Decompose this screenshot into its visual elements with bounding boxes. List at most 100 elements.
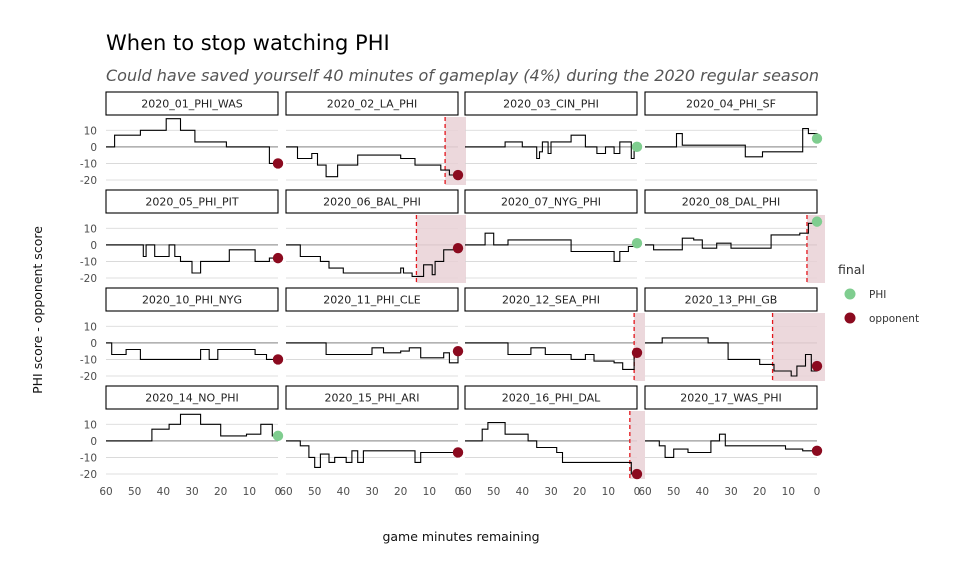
strip-label: 2020_01_PHI_WAS [141, 98, 242, 111]
y-tick-label: 10 [84, 419, 97, 431]
final-point [452, 242, 464, 254]
score-line [645, 433, 817, 458]
strip-label: 2020_07_NYG_PHI [501, 196, 601, 209]
legend-title: final [838, 262, 865, 277]
x-tick-label: 20 [753, 486, 766, 498]
strip-box [644, 385, 818, 410]
strip-label: 2020_08_DAL_PHI [682, 196, 781, 209]
x-tick-label: 50 [667, 486, 680, 498]
x-tick-label: 20 [214, 486, 227, 498]
score-line [286, 244, 459, 277]
x-tick-label: 0 [814, 486, 821, 498]
x-tick-label: 20 [394, 486, 407, 498]
score-line [465, 134, 637, 160]
x-tick-label: 40 [516, 486, 529, 498]
score-line [106, 342, 278, 360]
y-axis-title: PHI score - opponent score [30, 226, 45, 394]
score-line [645, 337, 818, 377]
x-tick-label: 50 [487, 486, 500, 498]
x-tick-label: 10 [602, 486, 615, 498]
x-axis-title: game minutes remaining [382, 529, 539, 544]
y-tick-label: 10 [84, 223, 97, 235]
facet-2020-07-nyg-phi: 2020_07_NYG_PHI [464, 189, 643, 279]
facet-2020-04-phi-sf: 2020_04_PHI_SF [644, 91, 823, 181]
score-line [106, 118, 278, 164]
strip-label: 2020_13_PHI_GB [685, 294, 778, 307]
strip-label: 2020_15_PHI_ARI [324, 392, 419, 405]
strip-label: 2020_10_PHI_NYG [142, 294, 242, 307]
x-tick-label: 10 [782, 486, 795, 498]
y-tick-label: -20 [80, 273, 97, 285]
score-line [645, 128, 818, 158]
facet-panels: 2020_01_PHI_WAS 10 0 -10 -20 2020_02_LA_PHI 20… [80, 91, 825, 498]
skip-region [634, 313, 645, 381]
score-line [465, 422, 637, 475]
final-point [272, 430, 284, 442]
x-tick-label: 0 [634, 486, 641, 498]
facet-2020-17-was-phi: 2020_17_WAS_PHI 60 50 40 30 20 10 0 [638, 385, 823, 498]
chart-title: When to stop watching PHI [106, 31, 390, 55]
facet-2020-10-phi-nyg: 2020_10_PHI_NYG 10 0 -10 -20 [80, 287, 284, 383]
facet-2020-06-bal-phi: 2020_06_BAL_PHI [285, 189, 466, 283]
score-line [106, 413, 278, 442]
final-point [452, 447, 464, 458]
x-tick-label: 60 [638, 486, 651, 498]
final-point [631, 237, 643, 249]
final-point [452, 345, 464, 357]
strip-box [105, 91, 279, 116]
x-tick-label: 10 [423, 486, 436, 498]
x-tick-label: 50 [308, 486, 321, 498]
strip-box [105, 385, 279, 410]
y-tick-label: 0 [90, 142, 97, 154]
score-line [465, 232, 638, 262]
x-tick-label: 30 [365, 486, 378, 498]
x-tick-label: 60 [99, 486, 112, 498]
x-tick-label: 40 [696, 486, 709, 498]
final-point [631, 468, 643, 480]
y-tick-label: -20 [80, 175, 97, 187]
strip-box [464, 91, 638, 116]
strip-box [464, 189, 638, 214]
strip-box [464, 385, 638, 410]
y-tick-label: 10 [84, 321, 97, 333]
facet-2020-12-sea-phi: 2020_12_SEA_PHI [464, 287, 645, 381]
y-tick-label: -20 [80, 371, 97, 383]
legend: final PHI opponent [838, 262, 919, 325]
skip-region [629, 411, 645, 479]
strip-label: 2020_17_WAS_PHI [680, 392, 781, 405]
strip-box [644, 287, 818, 312]
final-point [272, 354, 284, 365]
legend-label-opponent: opponent [869, 313, 919, 325]
chart-subtitle: Could have saved yourself 40 minutes of … [106, 66, 819, 85]
skip-region [445, 117, 466, 185]
x-tick-label: 30 [724, 486, 737, 498]
x-tick-label: 40 [157, 486, 170, 498]
legend-swatch-phi [844, 288, 856, 300]
strip-label: 2020_11_PHI_CLE [323, 294, 420, 307]
strip-box [285, 287, 459, 312]
x-tick-label: 30 [185, 486, 198, 498]
strip-box [105, 287, 279, 312]
y-tick-label: 0 [90, 338, 97, 350]
final-point [631, 141, 643, 153]
final-point [631, 347, 643, 359]
x-tick-label: 10 [243, 486, 256, 498]
final-point [811, 133, 823, 144]
strip-box [285, 385, 459, 410]
x-tick-label: 0 [275, 486, 282, 498]
strip-box [644, 189, 818, 214]
final-point [811, 445, 823, 457]
final-point [811, 360, 823, 372]
x-tick-label: 30 [544, 486, 557, 498]
strip-box [285, 91, 459, 116]
y-tick-label: -10 [80, 158, 97, 170]
facet-2020-02-la-phi: 2020_02_LA_PHI [285, 91, 466, 185]
final-point [811, 216, 823, 227]
score-line [286, 146, 458, 178]
y-tick-label: 10 [84, 125, 97, 137]
y-tick-label: 0 [90, 436, 97, 448]
strip-label: 2020_04_PHI_SF [686, 98, 776, 111]
score-line [286, 342, 459, 364]
